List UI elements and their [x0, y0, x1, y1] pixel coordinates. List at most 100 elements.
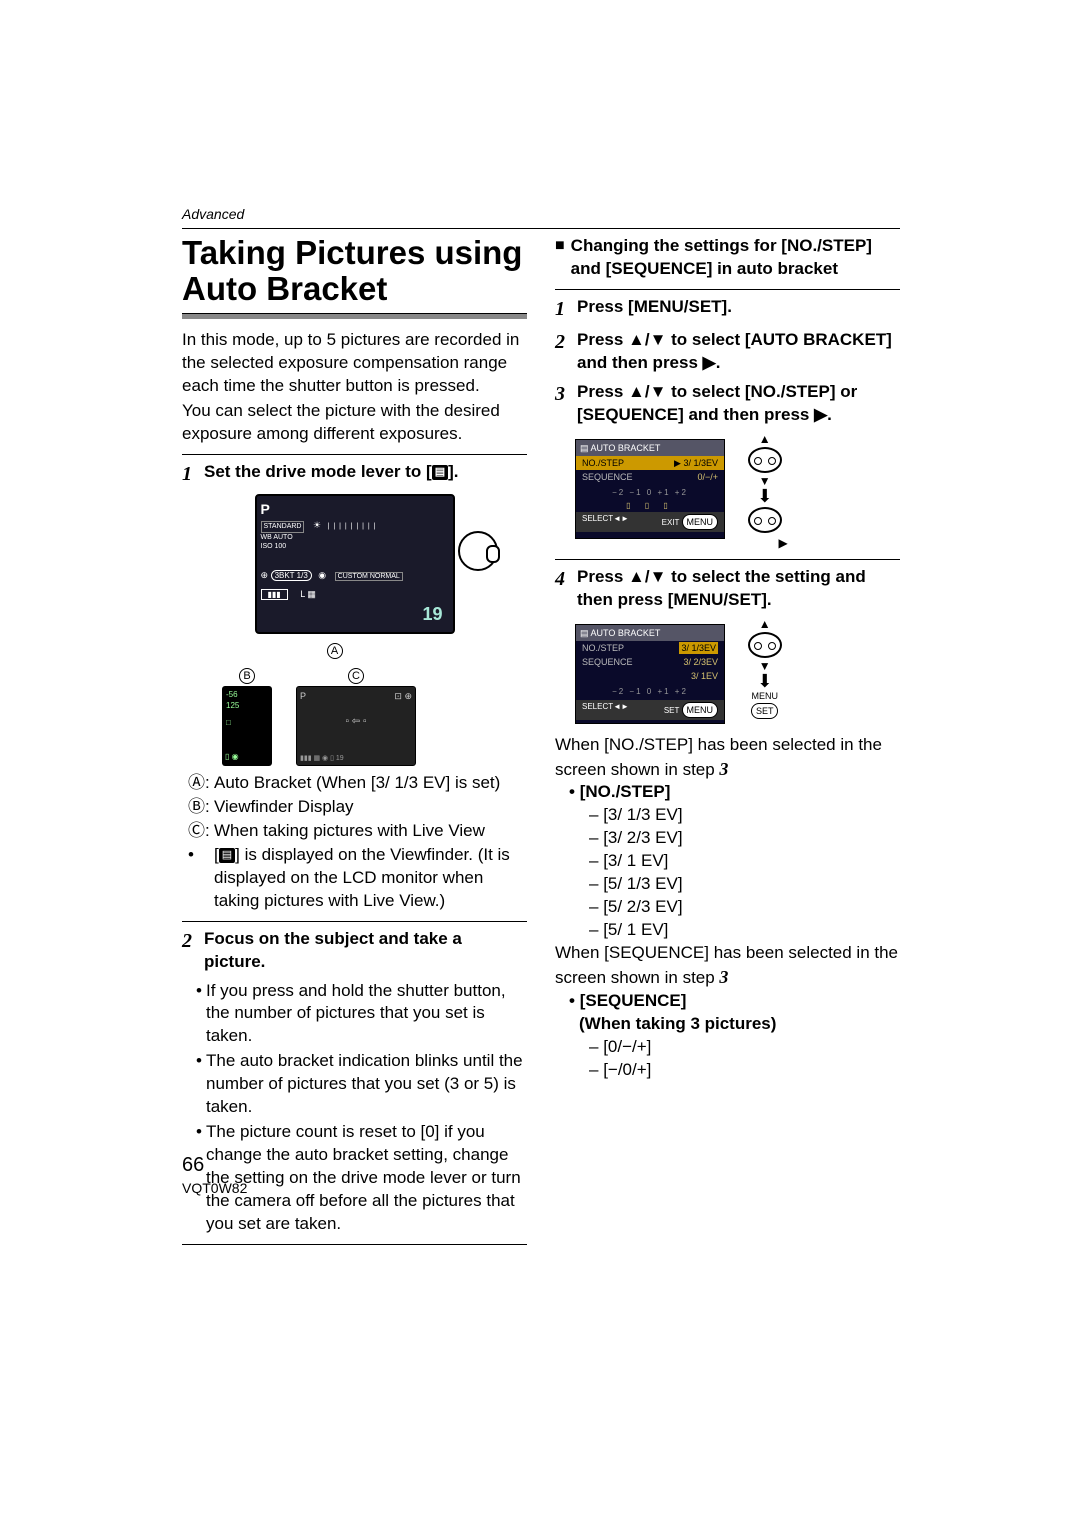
- menu1-scale: −2 −1 0 +1 +2: [576, 484, 724, 501]
- down-big-arrow-icon: ⬇: [740, 672, 790, 690]
- dial-ring-icon: [748, 507, 782, 533]
- step1-text-after: ].: [448, 462, 458, 481]
- dial-widget-1: ▲ ▼ ⬇ ▶: [740, 433, 790, 551]
- legend-c-text: When taking pictures with Live View: [214, 820, 485, 843]
- legend-bullet-text: [▤] is displayed on the Viewfinder. (It …: [214, 844, 527, 913]
- down-arrow-icon: ▼: [740, 475, 790, 487]
- vf-bottom: ▯ ◉: [225, 752, 239, 763]
- callout-c: C: [348, 668, 364, 684]
- r-step-3: 3 Press ▲/▼ to select [NO./STEP] or [SEQ…: [555, 381, 900, 427]
- ns-item: [3/ 2/3 EV]: [589, 827, 900, 850]
- step1-text-before: Set the drive mode lever to [: [204, 462, 432, 481]
- step-number: 2: [182, 928, 198, 974]
- step-number: 2: [555, 329, 571, 375]
- rule: [182, 1244, 527, 1245]
- rule: [182, 454, 527, 455]
- step-body: Press ▲/▼ to select [NO./STEP] or [SEQUE…: [577, 381, 900, 427]
- menu2-r3r: 3/ 1EV: [691, 670, 718, 682]
- page-footer: 66 VQT0W82: [182, 1152, 247, 1198]
- square-bullet-icon: ■: [555, 235, 565, 281]
- subheading: ■ Changing the settings for [NO./STEP] a…: [555, 235, 900, 281]
- menu2-fr: SET MENU: [664, 702, 718, 718]
- menu1-r1l: NO./STEP: [582, 457, 624, 469]
- drive-lever-icon: [458, 531, 498, 571]
- set-pill: SET: [751, 703, 779, 719]
- liveview-figure: P ⊡ ⊕ ▫ ⇦ ▫ ▮▮▮ ▦ ◉ ▯ 19: [296, 686, 416, 766]
- nostep-head: [NO./STEP]: [580, 782, 671, 801]
- ns-item: [3/ 1/3 EV]: [589, 804, 900, 827]
- lcd-iso: ISO 100: [261, 542, 449, 551]
- step-number: 1: [182, 461, 198, 488]
- step-number: 1: [555, 296, 571, 323]
- lcd-flash-icon: ⊕: [261, 570, 269, 580]
- menu2-r1r: 3/ 1/3EV: [679, 642, 718, 654]
- doc-code: VQT0W82: [182, 1180, 247, 1196]
- dial-ring-icon: [748, 632, 782, 658]
- legend-b-lbl: Ⓑ:: [188, 796, 210, 819]
- step-ref: 3: [719, 967, 728, 987]
- dial-ring-icon: [748, 447, 782, 473]
- viewfinder-figure: -56 125 □ ▯ ◉: [222, 686, 272, 766]
- legend-c-lbl: Ⓒ:: [188, 820, 210, 843]
- step-body: Press [MENU/SET].: [577, 296, 900, 323]
- figure-legend: Ⓐ:Auto Bracket (When [3/ 1/3 EV] is set)…: [188, 772, 527, 913]
- menu-label: MENU: [740, 690, 790, 702]
- menu1-markers: ▯ ▯ ▯: [576, 501, 724, 512]
- intro-p1: In this mode, up to 5 pictures are recor…: [182, 329, 527, 398]
- down-big-arrow-icon: ⬇: [740, 487, 790, 505]
- ns-item: [5/ 2/3 EV]: [589, 896, 900, 919]
- section-header: Advanced: [182, 205, 900, 224]
- rule: [182, 921, 527, 922]
- menu1-r2l: SEQUENCE: [582, 471, 633, 483]
- menu-figure-1: ▤ AUTO BRACKET NO./STEP ▶ 3/ 1/3EV SEQUEN…: [575, 439, 725, 539]
- menu2-fl: SELECT◄►: [582, 702, 629, 718]
- seq-list: [0/−/+] [−/0/+]: [589, 1036, 900, 1082]
- r-step-4: 4 Press ▲/▼ to select the setting and th…: [555, 566, 900, 612]
- menu2-r2r: 3/ 2/3EV: [683, 656, 718, 668]
- seq-sub: (When taking 3 pictures): [579, 1014, 776, 1033]
- vf-line3: □: [226, 718, 268, 729]
- legend-a-text: Auto Bracket (When [3/ 1/3 EV] is set): [214, 772, 500, 795]
- legend-bullet: •: [188, 844, 210, 913]
- note: If you press and hold the shutter button…: [196, 980, 527, 1049]
- lcd-size-icon: L ▦: [300, 589, 316, 599]
- nostep-list: [3/ 1/3 EV] [3/ 2/3 EV] [3/ 1 EV] [5/ 1/…: [589, 804, 900, 942]
- camera-lcd-figure: P STANDARD ☀ | | | | | | | | | WB AUTO I…: [255, 494, 455, 634]
- subheading-text: Changing the settings for [NO./STEP] and…: [571, 235, 900, 281]
- step-body: Press ▲/▼ to select the setting and then…: [577, 566, 900, 612]
- up-arrow-icon: ▲: [740, 433, 790, 445]
- vf-icon: ▤: [219, 848, 235, 863]
- ns-item: [5/ 1/3 EV]: [589, 873, 900, 896]
- step-ref: 3: [719, 759, 728, 779]
- menu1-title: ▤ AUTO BRACKET: [580, 443, 660, 453]
- step-number: 3: [555, 381, 571, 427]
- up-arrow-icon: ▲: [740, 618, 790, 630]
- menu2-scale: −2 −1 0 +1 +2: [576, 683, 724, 700]
- page-number: 66: [182, 1152, 247, 1179]
- vf-line2: 125: [226, 701, 268, 712]
- menu2-r1l: NO./STEP: [582, 642, 624, 654]
- step-1: 1 Set the drive mode lever to [▤].: [182, 461, 527, 488]
- after-step4-block: When [NO./STEP] has been selected in the…: [555, 734, 900, 1082]
- step-body: Set the drive mode lever to [▤].: [204, 461, 527, 488]
- note: The auto bracket indication blinks until…: [196, 1050, 527, 1119]
- right-column: ■ Changing the settings for [NO./STEP] a…: [555, 235, 900, 1251]
- lcd-wb: WB AUTO: [261, 533, 449, 542]
- menu1-r1r: ▶ 3/ 1/3EV: [674, 457, 718, 469]
- right-arrow-icon: ▶: [740, 535, 790, 551]
- seq-item: [0/−/+]: [589, 1036, 900, 1059]
- menu1-fl: SELECT◄►: [582, 514, 629, 530]
- callout-b: B: [239, 668, 255, 684]
- legend-b-text: Viewfinder Display: [214, 796, 354, 819]
- menu-figure-2: ▤ AUTO BRACKET NO./STEP3/ 1/3EV SEQUENCE…: [575, 624, 725, 724]
- intro-block: In this mode, up to 5 pictures are recor…: [182, 329, 527, 446]
- lcd-battery-icon: ▮▮▮: [261, 589, 288, 600]
- dial-widget-2: ▲ ▼ ⬇ MENU SET: [740, 618, 790, 719]
- menu1-fr: EXIT MENU: [662, 514, 718, 530]
- rule: [555, 289, 900, 290]
- bracket-icon: ▤: [432, 465, 448, 480]
- page-title: Taking Pictures using Auto Bracket: [182, 235, 527, 308]
- intro-p2: You can select the picture with the desi…: [182, 400, 527, 446]
- menu1-r2r: 0/−/+: [697, 471, 718, 483]
- header-rule: [182, 228, 900, 229]
